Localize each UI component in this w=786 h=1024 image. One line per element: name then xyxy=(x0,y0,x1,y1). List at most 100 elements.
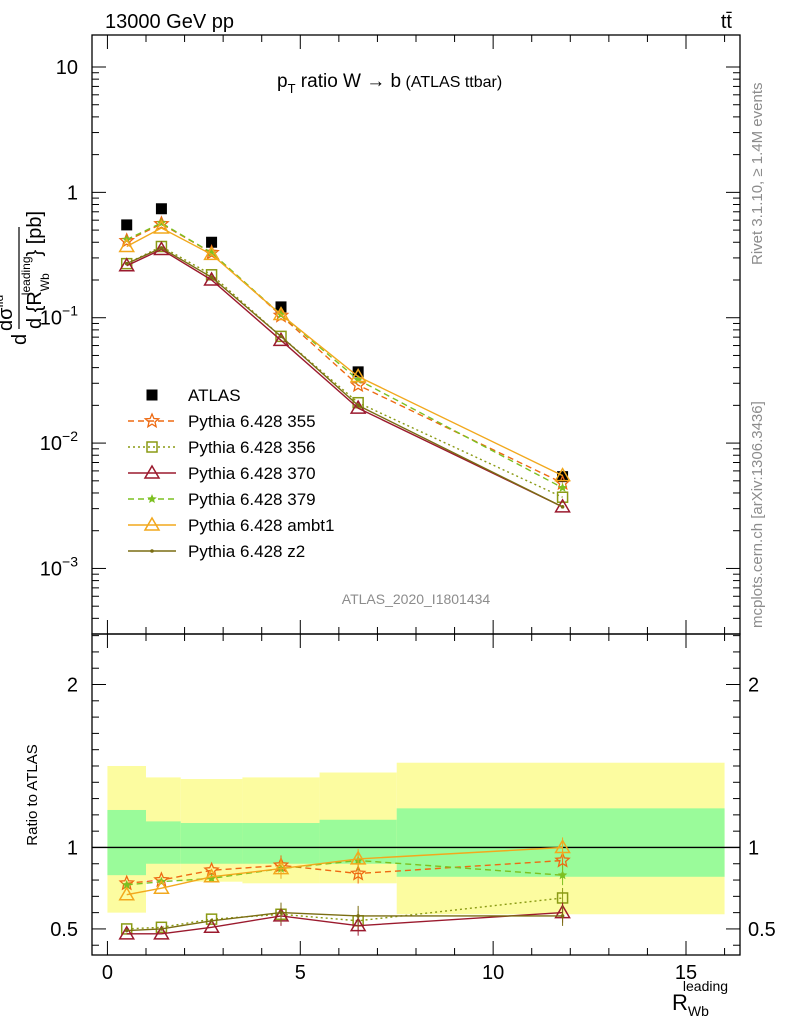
data-point-pythia-6-428-356 xyxy=(556,491,569,503)
plot-title-main: ratio W → b xyxy=(296,71,402,92)
y-tick-label: 10−1 xyxy=(40,303,78,330)
ratio-point-pythia-6-428-370 xyxy=(118,925,136,940)
ratio-point-pythia-6-428-ambt1 xyxy=(272,860,290,875)
x-tick-label: 5 xyxy=(295,962,306,984)
data-point-pythia-6-428-z2 xyxy=(279,334,283,339)
data-point-pythia-6-428-z2 xyxy=(560,505,565,509)
series-line-pythia-6-428-z2 xyxy=(126,247,563,508)
data-point-atlas xyxy=(155,203,167,215)
plot-title-tag: (ATLAS ttbar) xyxy=(401,74,502,91)
data-point-atlas xyxy=(352,366,364,378)
ratio-y-tick-label-right: 1 xyxy=(748,837,759,859)
legend-marker-atlas xyxy=(146,389,158,401)
ratio-point-pythia-6-428-355 xyxy=(349,864,367,881)
xlabel-r: R xyxy=(672,990,688,1015)
ratio-point-pythia-6-428-370 xyxy=(349,917,367,932)
ratio-inner-band xyxy=(146,821,181,864)
series-line-pythia-6-428-356 xyxy=(126,245,563,498)
ratio-line-pythia-6-428-355 xyxy=(126,859,563,884)
data-point-atlas xyxy=(121,219,133,231)
ratio-y-tick-label: 1 xyxy=(67,837,78,859)
bottom-ylabel: Ratio to ATLAS xyxy=(24,744,41,845)
ratio-point-pythia-6-428-z2 xyxy=(209,918,214,923)
legend-marker-pythia-6-428-355 xyxy=(143,412,161,429)
x-tick-label: 15 xyxy=(675,962,697,984)
ratio-line-pythia-6-428-z2 xyxy=(126,911,563,932)
data-point-pythia-6-428-ambt1 xyxy=(153,219,170,234)
ratio-point-pythia-6-428-379 xyxy=(557,870,568,880)
ratio-y-tick-label: 0.5 xyxy=(50,919,78,941)
top-ylabel-d: d xyxy=(9,334,31,345)
legend-marker-pythia-6-428-356 xyxy=(146,441,158,453)
data-point-pythia-6-428-z2 xyxy=(124,261,129,266)
data-point-pythia-6-428-ambt1 xyxy=(554,467,571,482)
main-plot-panel: 10−3 10−2 10−1 1 10 xyxy=(40,34,741,955)
xlabel-sup: leading xyxy=(683,978,728,994)
legend-label-atlas: ATLAS xyxy=(188,386,241,405)
xlabel-sub: Wb xyxy=(688,1003,709,1019)
ratio-point-pythia-6-428-z2 xyxy=(356,914,360,918)
ratio-point-pythia-6-428-355 xyxy=(554,851,571,868)
plot-title: pT ratio W → b (ATLAS ttbar) xyxy=(277,71,502,96)
data-point-atlas xyxy=(206,236,218,248)
data-point-pythia-6-428-370 xyxy=(118,257,136,272)
data-point-pythia-6-428-z2 xyxy=(356,403,360,408)
ratio-point-pythia-6-428-ambt1 xyxy=(349,850,367,865)
data-point-pythia-6-428-ambt1 xyxy=(272,306,290,321)
legend-marker-pythia-6-428-379 xyxy=(147,494,157,503)
legend-label-pythia-6-428-370: Pythia 6.428 370 xyxy=(188,464,316,483)
ratio-point-pythia-6-428-ambt1 xyxy=(203,868,220,883)
ratio-y-tick-label: 2 xyxy=(67,675,78,697)
xlabel: RWb leading xyxy=(672,978,728,1019)
data-point-pythia-6-428-ambt1 xyxy=(203,245,220,261)
ratio-inner-band xyxy=(180,823,243,864)
data-point-pythia-6-428-370 xyxy=(203,271,220,286)
ratio-point-pythia-6-428-370 xyxy=(203,918,220,934)
ratio-point-pythia-6-428-370 xyxy=(153,925,170,940)
ratio-plot-panel: 0 5 10 15 0.5 0.5 1 1 2 2 xyxy=(50,633,776,984)
ratio-y-tick-label-right: 2 xyxy=(748,675,759,697)
process-label: tt̄ xyxy=(721,11,733,33)
plot-title-p: p xyxy=(277,71,288,92)
legend: ATLAS Pythia 6.428 355 Pythia 6.428 356 Pyt… xyxy=(128,386,334,561)
ratio-line-pythia-6-428-370 xyxy=(126,911,563,935)
ratio-point-pythia-6-428-ambt1 xyxy=(153,879,170,894)
data-point-pythia-6-428-355 xyxy=(272,306,290,323)
data-point-pythia-6-428-370 xyxy=(153,241,170,256)
legend-label-pythia-6-428-356: Pythia 6.428 356 xyxy=(188,438,316,457)
legend-label-pythia-6-428-379: Pythia 6.428 379 xyxy=(188,490,316,509)
x-tick-label: 0 xyxy=(102,962,113,984)
plot-title-sub: T xyxy=(288,81,296,96)
ratio-point-pythia-6-428-356 xyxy=(205,913,218,925)
ratio-y-tick-label-right: 0.5 xyxy=(748,919,776,941)
ratio-inner-band xyxy=(107,809,146,876)
data-point-pythia-6-428-379 xyxy=(206,247,217,257)
ratio-point-pythia-6-428-379 xyxy=(206,873,217,883)
ratio-plot-frame xyxy=(91,633,741,956)
data-point-pythia-6-428-z2 xyxy=(159,246,164,250)
rivet-label: Rivet 3.1.10, ≥ 1.4M events xyxy=(749,83,766,266)
data-point-pythia-6-428-355 xyxy=(153,215,170,231)
legend-marker-pythia-6-428-370 xyxy=(143,464,161,479)
ratio-point-pythia-6-428-ambt1 xyxy=(118,886,136,901)
ratio-point-pythia-6-428-379 xyxy=(122,879,132,889)
data-point-pythia-6-428-379 xyxy=(557,482,568,492)
ratio-line-pythia-6-428-ambt1 xyxy=(126,846,563,896)
top-ylabel-numerator: dσfid xyxy=(0,295,17,331)
ratio-point-pythia-6-428-ambt1 xyxy=(554,838,571,854)
ratio-point-pythia-6-428-z2 xyxy=(124,928,129,933)
legend-label-pythia-6-428-355: Pythia 6.428 355 xyxy=(188,412,316,431)
data-point-pythia-6-428-z2 xyxy=(209,275,214,280)
legend-marker-pythia-6-428-ambt1 xyxy=(143,516,161,531)
analysis-label: ATLAS_2020_I1801434 xyxy=(342,591,491,607)
data-point-pythia-6-428-ambt1 xyxy=(349,367,367,383)
ratio-point-pythia-6-428-z2 xyxy=(560,914,565,918)
ratio-point-pythia-6-428-z2 xyxy=(159,927,164,931)
data-point-pythia-6-428-ambt1 xyxy=(118,238,136,253)
legend-label-pythia-6-428-z2: Pythia 6.428 z2 xyxy=(188,542,305,561)
data-point-pythia-6-428-355 xyxy=(349,376,367,393)
y-tick-label: 10 xyxy=(56,57,78,79)
legend-marker-pythia-6-428-z2 xyxy=(150,549,154,553)
ratio-point-pythia-6-428-z2 xyxy=(279,910,283,915)
